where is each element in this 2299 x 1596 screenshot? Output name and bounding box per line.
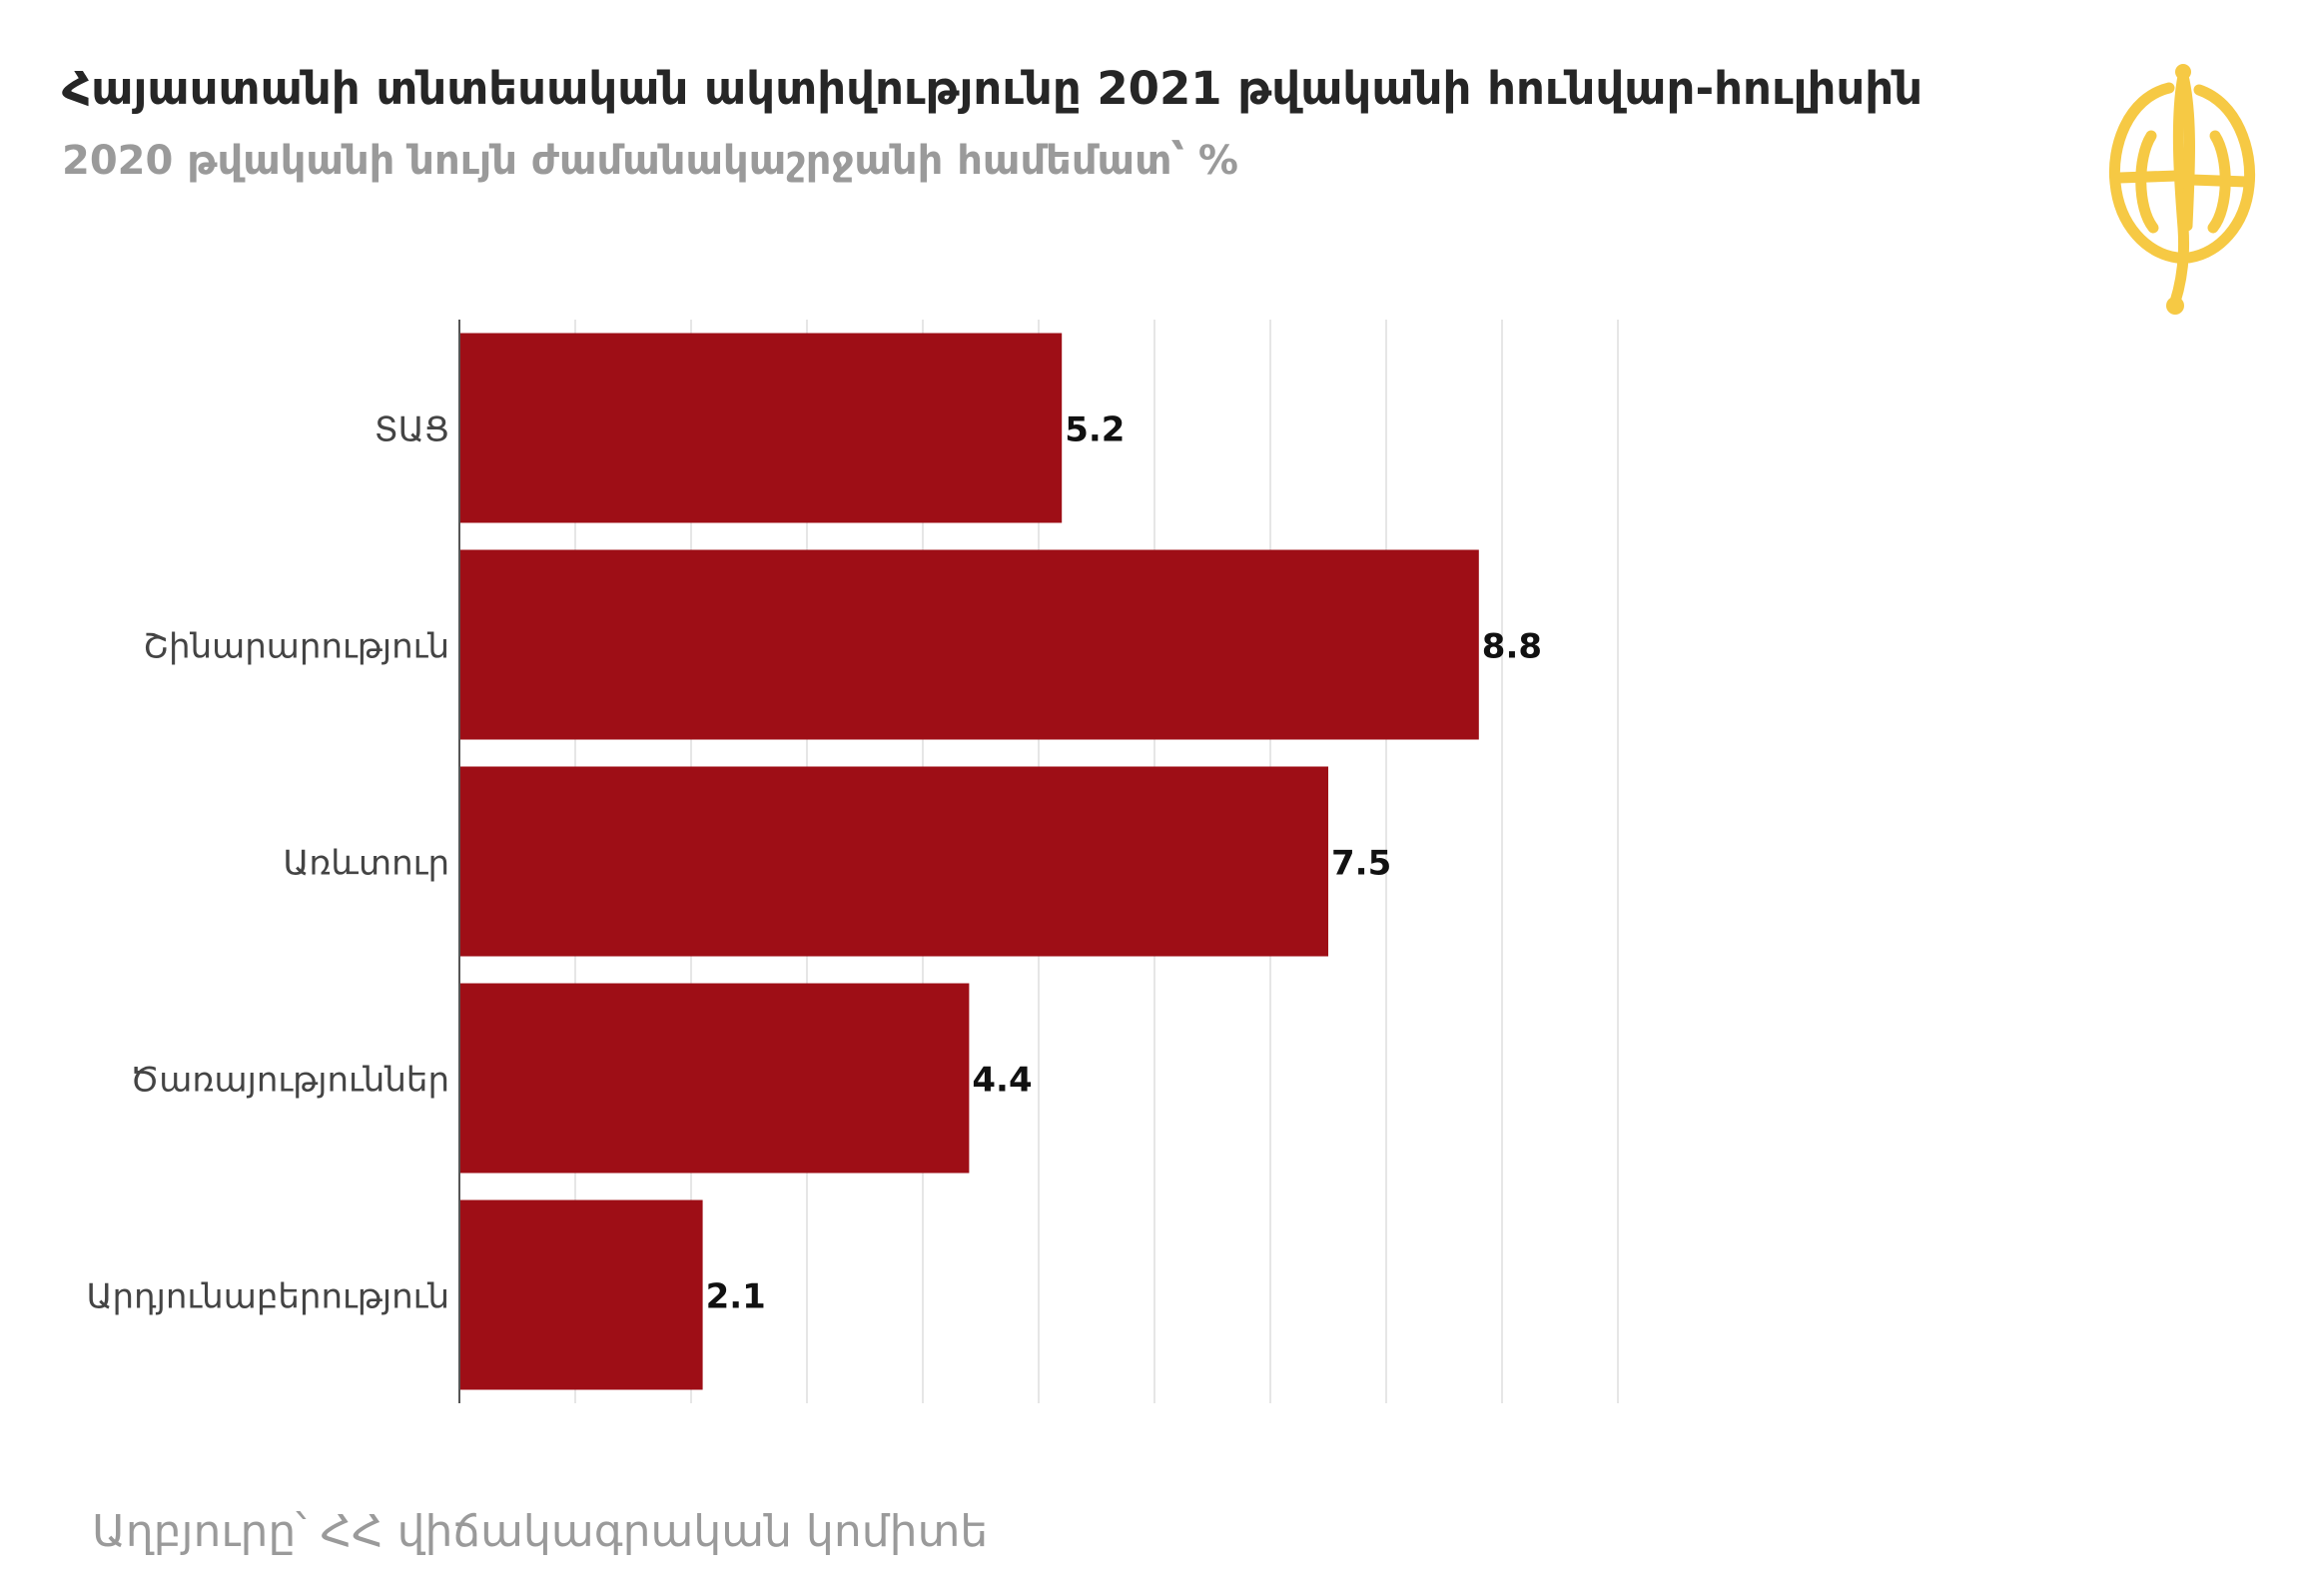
bar xyxy=(459,983,970,1174)
bar xyxy=(459,1199,703,1390)
data-label: 8.8 xyxy=(1482,627,1542,667)
bar xyxy=(459,549,1479,740)
category-label: Ծառայություններ xyxy=(130,1061,449,1101)
category-label: Արդյունաբերություն xyxy=(86,1277,449,1317)
bar xyxy=(459,333,1063,523)
chart-subtitle: 2020 թվականի նույն ժամանակաշրջանի համեմա… xyxy=(62,138,1238,184)
category-label: ՏԱՑ xyxy=(375,410,449,450)
data-label: 7.5 xyxy=(1331,844,1391,884)
category-label: Առևտուր xyxy=(283,844,449,884)
category-label: Շինարարություն xyxy=(143,627,449,667)
data-label: 2.1 xyxy=(706,1277,766,1317)
data-label: 4.4 xyxy=(972,1061,1032,1101)
source-note: Աղբյուրը՝ ՀՀ վիճակագրական կոմիտե xyxy=(92,1506,989,1557)
chart-title: Հայաստանի տնտեսական ակտիվությունը 2021 թ… xyxy=(62,62,1923,115)
bar xyxy=(459,766,1328,957)
data-label: 5.2 xyxy=(1065,410,1125,450)
logo-icon xyxy=(2108,64,2256,315)
